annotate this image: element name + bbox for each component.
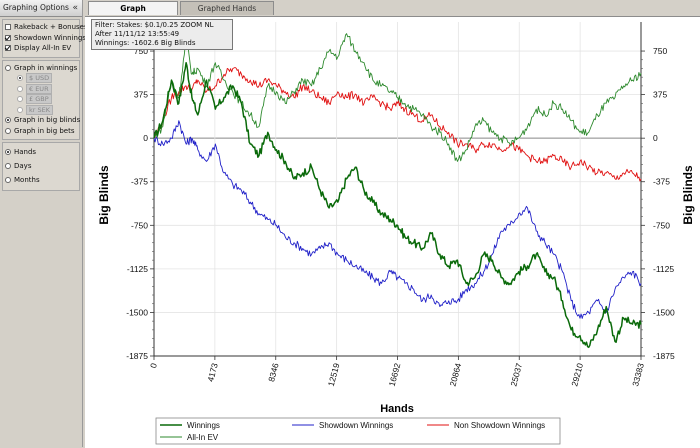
graph-in-big-bets-radio[interactable] — [5, 127, 11, 134]
y-tick-label-left: -1125 — [127, 264, 148, 274]
x-tick-label: 29210 — [569, 362, 585, 388]
period-months-row[interactable]: Months — [3, 173, 79, 187]
legend-label-winnings: Winnings — [187, 421, 220, 430]
graph-in-winnings-radio[interactable] — [5, 64, 11, 71]
period-months-label: Months — [14, 176, 40, 184]
currency-eur-radio — [17, 85, 23, 92]
filter-info-box: Filter: Stakes: $0.1/0.25 ZOOM NL After … — [91, 19, 233, 50]
period-hands-row[interactable]: Hands — [3, 145, 79, 159]
y-tick-label-right: 375 — [653, 90, 667, 100]
allin-ev-label: Display All-In EV — [14, 44, 72, 53]
y-tick-label-right: 750 — [653, 46, 667, 56]
currency-usd-radio — [17, 75, 23, 82]
x-tick-label: 8346 — [266, 362, 281, 383]
y-axis-label-left: Big Blinds — [97, 165, 111, 225]
graph-in-big-blinds-radio[interactable] — [5, 117, 11, 124]
legend-box — [155, 417, 561, 445]
graph-in-big-bets-row[interactable]: Graph in big bets — [3, 126, 79, 137]
y-axis-label-right: Big Blinds — [681, 165, 695, 225]
graph-in-big-bets-label: Graph in big bets — [14, 126, 75, 135]
showdown-label: Showdown Winnings — [14, 33, 87, 42]
series-line-winnings — [153, 61, 642, 349]
filter-text: Filter: Stakes: $0.1/0.25 ZOOM NL — [95, 21, 214, 29]
chart-ticks: 750 750 375 375 0 0 -375 -375 -750 -750 -1125 -1125… — [126, 46, 675, 387]
graph-in-winnings-row[interactable]: Graph in winnings — [3, 63, 79, 74]
currency-gbp-label: £ GBP — [26, 94, 52, 105]
y-tick-label-left: 750 — [134, 46, 148, 56]
tab-graph[interactable]: Graph — [88, 1, 178, 15]
x-tick-label: 12519 — [326, 362, 342, 388]
currency-gbp-row: £ GBP — [3, 94, 79, 105]
winnings-total-text: Winnings: -1602.6 Big Blinds — [95, 39, 196, 47]
period-days-radio[interactable] — [5, 163, 11, 169]
y-tick-label-right: -750 — [653, 220, 670, 230]
units-group: Graph in winnings $ USD € EUR £ GBP kr S… — [2, 59, 81, 140]
rakeback-checkbox[interactable] — [5, 24, 11, 31]
period-days-row[interactable]: Days — [3, 159, 79, 173]
y-tick-label-left: 375 — [134, 90, 148, 100]
period-group: Hands Days Months — [2, 142, 80, 191]
graph-in-big-blinds-row[interactable]: Graph in big blinds — [3, 115, 81, 126]
showdown-checkbox[interactable] — [5, 34, 11, 41]
series-line-showdown — [153, 120, 642, 319]
graphing-options-panel: Graphing Options « Rakeback + Bonuses Sh… — [0, 0, 88, 447]
currency-sek-label: kr SEK — [26, 104, 53, 115]
currency-gbp-radio — [17, 96, 23, 103]
currency-sek-radio — [17, 106, 23, 113]
y-tick-label-right: -1500 — [653, 307, 675, 317]
y-tick-label-right: 0 — [653, 133, 658, 143]
options-group: Rakeback + Bonuses Showdown Winnings Dis… — [2, 19, 88, 58]
currency-usd-row: $ USD — [3, 73, 79, 84]
rakeback-checkbox-row[interactable]: Rakeback + Bonuses — [3, 22, 88, 33]
y-tick-label-left: 0 — [143, 133, 148, 143]
series-line-non_showdown — [153, 67, 642, 182]
allin-ev-checkbox-row[interactable]: Display All-In EV — [3, 43, 79, 54]
y-tick-label-right: -375 — [653, 177, 670, 187]
tab-bar: Graph Graphed Hands — [88, 0, 700, 16]
legend-label-showdown: Showdown Winnings — [319, 421, 393, 430]
allin-ev-checkbox[interactable] — [5, 45, 11, 52]
period-months-radio[interactable] — [5, 177, 11, 183]
y-tick-label-left: -1875 — [126, 351, 148, 361]
graphing-options-title: Graphing Options — [3, 3, 69, 12]
legend-label-allin_ev: All-In EV — [187, 433, 219, 442]
chart-legend: Winnings Showdown Winnings Non Showdown Wi… — [155, 417, 561, 445]
x-axis-label: Hands — [380, 403, 414, 415]
y-tick-label-left: -750 — [131, 220, 148, 230]
graph-in-big-blinds-label: Graph in big blinds — [14, 116, 81, 125]
y-tick-label-left: -1500 — [126, 307, 148, 317]
period-days-label: Days — [14, 162, 32, 170]
x-tick-label: 0 — [148, 362, 159, 369]
graph-in-winnings-label: Graph in winnings — [14, 63, 78, 72]
x-tick-label: 16692 — [387, 362, 403, 388]
y-tick-label-right: -1125 — [653, 264, 674, 274]
period-hands-label: Hands — [14, 148, 37, 156]
currency-usd-label: $ USD — [26, 73, 53, 84]
y-tick-label-left: -375 — [131, 177, 148, 187]
currency-eur-label: € EUR — [26, 83, 52, 94]
tab-graphed-hands[interactable]: Graphed Hands — [180, 1, 274, 15]
collapse-icon[interactable]: « — [72, 3, 78, 13]
chart-lines — [153, 33, 642, 349]
after-date-text: After 11/11/12 13:55:49 — [95, 30, 180, 38]
y-tick-label-right: -1875 — [653, 351, 675, 361]
showdown-checkbox-row[interactable]: Showdown Winnings — [3, 33, 86, 44]
x-tick-label: 4173 — [205, 362, 220, 383]
chart-grid — [153, 22, 642, 357]
x-tick-label: 25037 — [508, 362, 524, 388]
legend-label-non_showdown: Non Showdown Winnings — [454, 421, 545, 430]
period-hands-radio[interactable] — [5, 149, 11, 155]
graphing-options-header: Graphing Options « — [0, 0, 82, 17]
currency-sek-row: kr SEK — [3, 104, 79, 116]
x-tick-label: 20864 — [448, 362, 464, 388]
rakeback-label: Rakeback + Bonuses — [14, 23, 88, 32]
x-tick-label: 33383 — [630, 362, 646, 388]
currency-eur-row: € EUR — [3, 83, 79, 95]
